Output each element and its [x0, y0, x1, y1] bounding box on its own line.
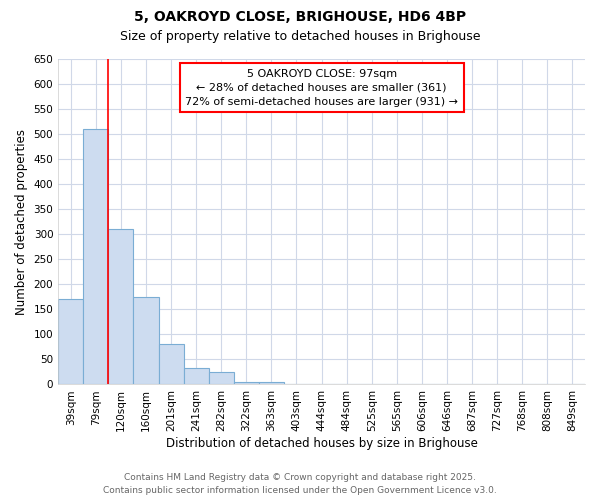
Bar — [83, 129, 109, 384]
Y-axis label: Number of detached properties: Number of detached properties — [15, 128, 28, 314]
Bar — [58, 300, 83, 384]
Bar — [234, 382, 259, 384]
Bar — [184, 368, 209, 384]
Bar — [133, 297, 158, 384]
Text: Contains HM Land Registry data © Crown copyright and database right 2025.
Contai: Contains HM Land Registry data © Crown c… — [103, 474, 497, 495]
Bar — [259, 382, 284, 384]
Text: Size of property relative to detached houses in Brighouse: Size of property relative to detached ho… — [120, 30, 480, 43]
Text: 5 OAKROYD CLOSE: 97sqm
← 28% of detached houses are smaller (361)
72% of semi-de: 5 OAKROYD CLOSE: 97sqm ← 28% of detached… — [185, 69, 458, 107]
Bar — [209, 372, 234, 384]
Bar — [158, 344, 184, 385]
Bar — [109, 229, 133, 384]
X-axis label: Distribution of detached houses by size in Brighouse: Distribution of detached houses by size … — [166, 437, 478, 450]
Text: 5, OAKROYD CLOSE, BRIGHOUSE, HD6 4BP: 5, OAKROYD CLOSE, BRIGHOUSE, HD6 4BP — [134, 10, 466, 24]
